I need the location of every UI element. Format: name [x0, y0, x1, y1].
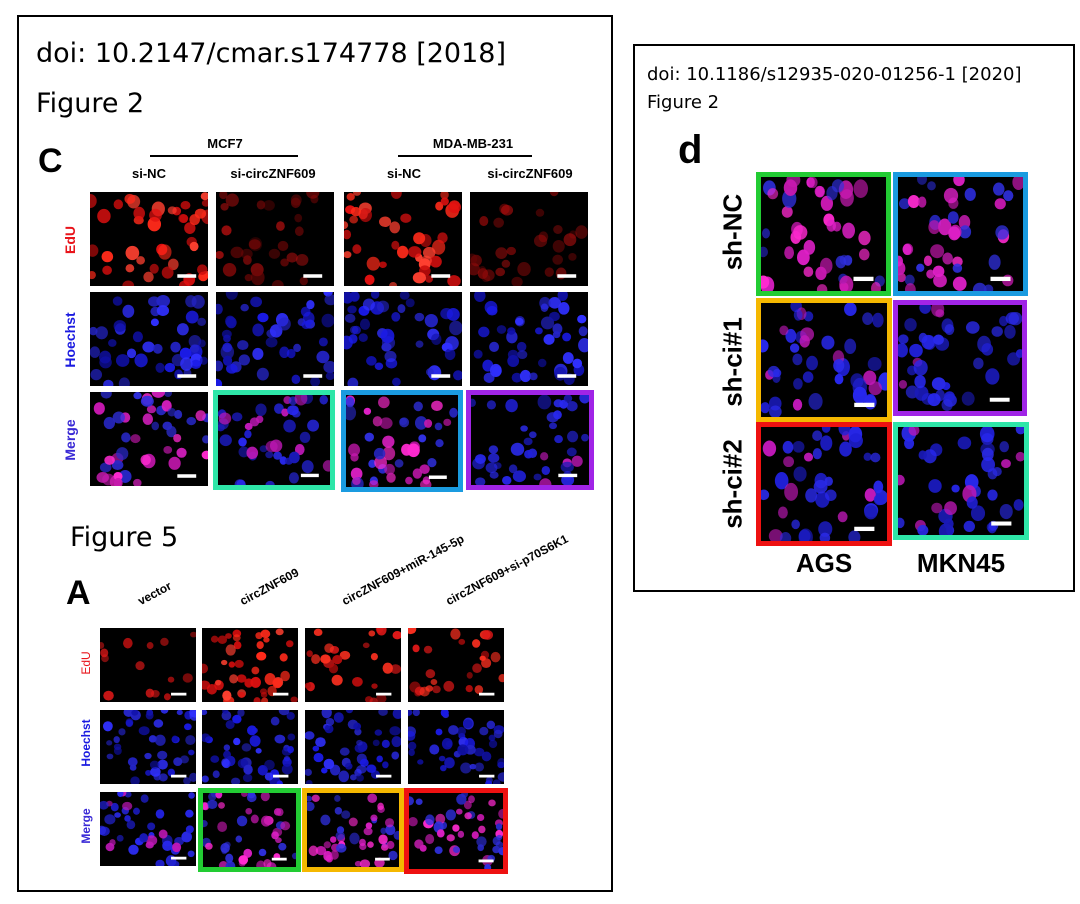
right-doi-text: doi: 10.1186/s12935-020-01256-1 [2020]	[647, 64, 1022, 85]
row-label-sh-ci2: sh-ci#2	[717, 439, 748, 529]
micrograph-a-hoechst-4	[408, 710, 504, 784]
row-label-edu-a: EdU	[79, 651, 93, 675]
micrograph-d-ags-shnc-highlight-green	[756, 172, 891, 296]
micrograph-c-hoechst-2	[216, 292, 334, 386]
row-label-merge-c: Merge	[62, 419, 78, 461]
micrograph-c-merge-1	[90, 392, 208, 486]
micrograph-a-hoechst-1	[100, 710, 196, 784]
row-label-hoechst-a: Hoechst	[79, 719, 93, 767]
col-header-si-nc-1: si-NC	[132, 166, 166, 181]
col-label-mkn45: MKN45	[916, 548, 1006, 578]
micrograph-a-merge-2-highlight-green	[198, 788, 301, 872]
row-label-sh-ci1: sh-ci#1	[717, 317, 748, 407]
group-underline-mcf7	[150, 155, 298, 157]
micrograph-c-hoechst-1	[90, 292, 208, 386]
group-header-mdamb231: MDA-MB-231	[432, 136, 514, 151]
micrograph-d-mkn45-shnc-highlight-blue	[893, 172, 1028, 296]
micrograph-a-hoechst-3	[305, 710, 401, 784]
micrograph-c-hoechst-3	[344, 292, 462, 386]
group-underline-mdamb231	[398, 155, 532, 157]
micrograph-a-hoechst-2	[202, 710, 298, 784]
panel-a-letter: A	[66, 574, 91, 612]
col-header-si-nc-2: si-NC	[387, 166, 421, 181]
micrograph-c-merge-3-highlight-blue	[341, 390, 463, 492]
micrograph-a-merge-1	[100, 792, 196, 866]
micrograph-c-edu-4	[470, 192, 588, 286]
micrograph-c-edu-3	[344, 192, 462, 286]
micrograph-a-edu-4	[408, 628, 504, 702]
col-header-si-circznf609-2: si-circZNF609	[487, 166, 573, 181]
panel-d-letter: d	[678, 128, 703, 172]
row-label-hoechst-c: Hoechst	[62, 312, 78, 368]
micrograph-c-edu-2	[216, 192, 334, 286]
micrograph-a-edu-3	[305, 628, 401, 702]
micrograph-a-edu-1	[100, 628, 196, 702]
micrograph-d-mkn45-shci2-highlight-cyan	[893, 422, 1029, 540]
micrograph-d-ags-shci2-highlight-red	[756, 422, 892, 546]
micrograph-c-merge-2-highlight-cyan	[213, 390, 335, 490]
micrograph-d-ags-shci1-highlight-yellow	[756, 298, 892, 422]
figure5-label: Figure 5	[70, 522, 179, 553]
panel-c-letter: C	[38, 142, 63, 180]
right-figure2-label: Figure 2	[647, 92, 720, 113]
col-header-si-circznf609-1: si-circZNF609	[230, 166, 316, 181]
micrograph-c-edu-1	[90, 192, 208, 286]
micrograph-c-merge-4-highlight-purple	[466, 390, 594, 490]
group-header-mcf7: MCF7	[207, 136, 243, 151]
micrograph-c-hoechst-4	[470, 292, 588, 386]
row-label-merge-a: Merge	[79, 808, 93, 844]
micrograph-a-merge-4-highlight-red	[404, 788, 508, 874]
micrograph-a-merge-3-highlight-yellow	[302, 788, 404, 872]
col-label-ags: AGS	[795, 548, 853, 578]
row-label-edu-c: EdU	[62, 226, 78, 254]
row-label-sh-nc: sh-NC	[717, 193, 748, 271]
micrograph-a-edu-2	[202, 628, 298, 702]
left-figure2-label: Figure 2	[36, 88, 145, 119]
left-doi-text: doi: 10.2147/cmar.s174778 [2018]	[36, 38, 506, 69]
micrograph-d-mkn45-shci1-highlight-purple	[893, 300, 1027, 416]
